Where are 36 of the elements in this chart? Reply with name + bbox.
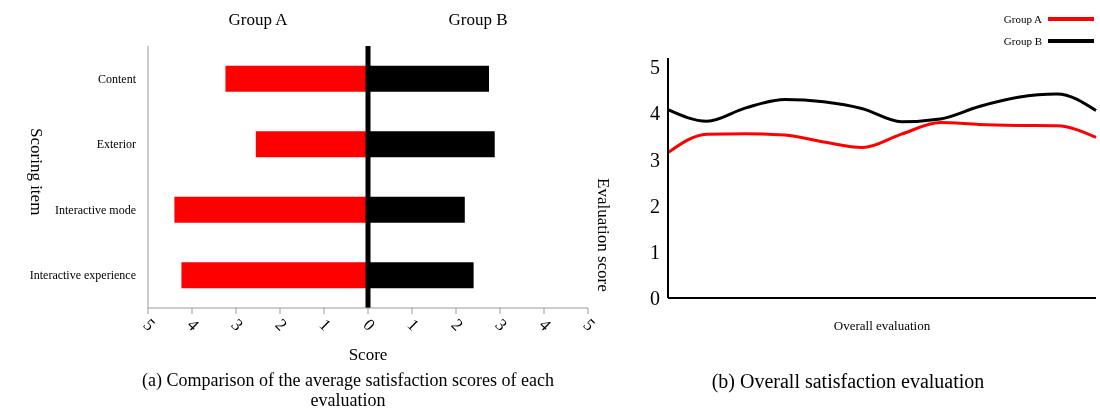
x-tick-label: 4 [535,315,556,336]
x-tick-label: 3 [227,315,247,335]
x-tick-label: 4 [183,315,204,336]
y-axis-title: Evaluation score [593,178,613,292]
text: (b) Overall satisfaction evaluation [710,370,986,393]
y-axis-title: Scoring item [26,128,46,216]
y-tick-label: Exterior [96,137,136,152]
bar [225,65,368,92]
y-tick-label: 5 [650,56,660,79]
x-tick-label: 2 [271,315,291,335]
y-tick-label: 4 [650,102,660,125]
x-tick-label: 2 [447,315,467,335]
y-tick-label: 2 [650,194,660,217]
x-tick-label: 1 [403,315,423,335]
x-tick-label: 5 [579,315,599,335]
text: (a) Comparison of the average satisfaction scores of each evaluation [141,370,555,410]
y-tick-label: 0 [650,287,660,310]
y-tick-label: Interactive experience [29,268,136,283]
text: Group B [447,10,509,30]
bar [181,262,368,289]
x-tick-label: 1 [315,315,335,335]
x-tick-label: 5 [139,315,159,335]
x-axis-title: Overall evaluation [833,318,931,333]
bar [174,196,368,223]
text: Group A [227,10,289,30]
line-series [666,121,1098,155]
x-axis-title: Score [348,345,388,364]
legend-label: Group B [1003,35,1042,47]
legend-label: Group A [1003,13,1042,25]
y-tick-label: Interactive mode [55,202,136,217]
y-tick-label: 3 [650,148,660,171]
bar [255,131,368,158]
x-tick-label: 3 [491,315,511,335]
x-tick-label: 0 [359,315,379,335]
y-tick-label: Content [98,71,137,86]
y-tick-label: 1 [650,240,660,263]
